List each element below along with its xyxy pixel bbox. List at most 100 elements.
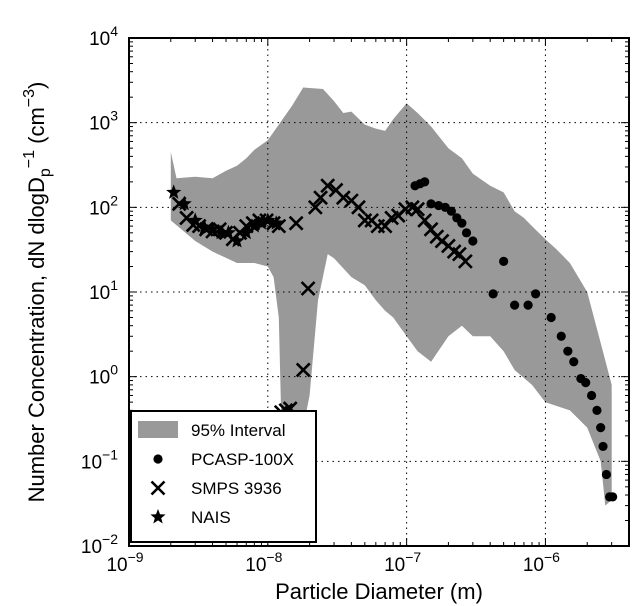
pcasp-100x-point [499, 256, 509, 266]
y-tick-label-exp: −1 [102, 446, 118, 462]
pcasp-100x-point [457, 218, 467, 228]
pcasp-100x-point [523, 300, 533, 310]
interval-layer [170, 87, 612, 506]
nais-point [205, 221, 221, 236]
y-axis-label-sup2: −3 [21, 89, 38, 107]
x-tick-label: 10−6 [523, 549, 560, 576]
legend: 95% Interval PCASP-100X SMPS 3936 NAIS [130, 410, 317, 543]
smps-3936-point [307, 199, 323, 215]
pcasp-100x-point [531, 289, 541, 299]
x-tick-label-exp: −9 [128, 549, 144, 565]
x-tick-label-exp: −8 [266, 549, 282, 565]
series-layer [166, 177, 618, 502]
y-tick-label-exp: 4 [110, 23, 118, 39]
x-axis-label: Particle Diameter (m) [275, 579, 483, 604]
legend-marker-smps-3936 [150, 480, 166, 496]
y-axis-label-sup1: −1 [21, 150, 38, 168]
x-tick-label-exp: −6 [544, 549, 560, 565]
pcasp-100x-point [563, 346, 573, 356]
pcasp-100x-point [468, 236, 478, 246]
smps-3936-point [351, 199, 366, 215]
pcasp-100x-point [420, 177, 430, 187]
smps-3936-point [410, 201, 426, 217]
y-tick-label: 102 [89, 192, 118, 219]
y-tick-label: 10−2 [81, 531, 118, 558]
y-tick-label: 103 [89, 108, 118, 135]
y-tick-label: 10−1 [81, 446, 118, 473]
smps-3936-point [457, 253, 473, 269]
nais-point [176, 195, 192, 211]
pcasp-100x-point [598, 441, 608, 452]
legend-marker-nais [150, 509, 166, 524]
series-pcasp-100x [410, 177, 618, 502]
legend-label-pcasp-100x: PCASP-100X [191, 450, 294, 469]
y-tick-label: 100 [89, 362, 118, 389]
pcasp-100x-point [556, 331, 566, 341]
smps-3936-point [417, 213, 433, 228]
interval-band [170, 87, 612, 506]
y-tick-label-base: 10 [89, 29, 110, 50]
legend-swatch-95-interval [138, 421, 178, 438]
legend-label-95-interval: 95% Interval [191, 421, 286, 440]
pcasp-100x-point [569, 357, 579, 367]
x-tick-label-base: 10 [106, 555, 127, 576]
pcasp-100x-point [488, 289, 498, 299]
pcasp-100x-point [592, 405, 602, 415]
x-tick-label-exp: −7 [405, 549, 421, 565]
legend-marker-pcasp-100x [153, 454, 163, 464]
nais-point [238, 224, 254, 240]
x-tick-label: 10−7 [384, 549, 421, 576]
x-tick-label: 10−9 [106, 549, 143, 576]
y-axis-label-main: Number Concentration, dN dlogD [24, 177, 49, 502]
y-axis-label: Number Concentration, dN dlogDp−1 (cm−3) [21, 82, 54, 503]
smps-3936-point [295, 362, 311, 378]
nais-point [220, 224, 236, 240]
y-tick-label-base: 10 [89, 368, 110, 389]
pcasp-100x-point [581, 378, 591, 388]
x-tick-label-base: 10 [523, 555, 544, 576]
nais-point [229, 233, 245, 248]
smps-3936-point [313, 190, 329, 206]
y-axis-label-unit-close: ) [24, 82, 49, 89]
nais-point [253, 215, 270, 230]
y-tick-label-exp: 2 [110, 192, 118, 208]
pcasp-100x-point [608, 492, 618, 502]
y-tick-label-base: 10 [89, 283, 110, 304]
smps-3936-point [288, 215, 304, 231]
y-tick-label-exp: 0 [110, 362, 118, 378]
nais-point [196, 219, 213, 234]
legend-label-nais: NAIS [191, 508, 231, 527]
pcasp-100x-point [461, 228, 472, 238]
y-tick-label: 104 [89, 23, 118, 50]
nais-point [166, 184, 182, 199]
y-tick-label-base: 10 [89, 114, 110, 135]
pcasp-100x-point [601, 469, 612, 480]
x-tick-label: 10−8 [245, 549, 282, 576]
legend-items: 95% Interval PCASP-100X SMPS 3936 NAIS [138, 421, 294, 527]
tick-layer [128, 37, 630, 547]
nais-point [246, 218, 262, 233]
smps-3936-point [300, 281, 316, 296]
y-tick-label: 101 [89, 277, 118, 304]
nais-point [268, 215, 284, 230]
y-tick-label-base: 10 [81, 452, 102, 473]
pcasp-100x-point [510, 300, 520, 310]
pcasp-100x-point [546, 312, 556, 323]
pcasp-100x-point [446, 206, 456, 216]
y-axis-label-sub: p [37, 168, 54, 177]
y-tick-label-exp: 3 [110, 108, 118, 124]
y-tick-label-base: 10 [81, 537, 102, 558]
legend-label-smps-3936: SMPS 3936 [191, 479, 282, 498]
pcasp-100x-point [586, 390, 597, 401]
smps-3936-point [320, 178, 336, 194]
x-tick-label-base: 10 [245, 555, 266, 576]
nais-point [260, 212, 276, 227]
y-axis-label-unit-open: (cm [24, 107, 49, 150]
series-nais [166, 184, 284, 248]
y-tick-label-exp: 1 [110, 277, 118, 293]
nais-point [187, 212, 203, 227]
y-tick-label-exp: −2 [102, 531, 118, 547]
pcasp-100x-point [426, 199, 436, 209]
y-tick-label-base: 10 [89, 198, 110, 219]
